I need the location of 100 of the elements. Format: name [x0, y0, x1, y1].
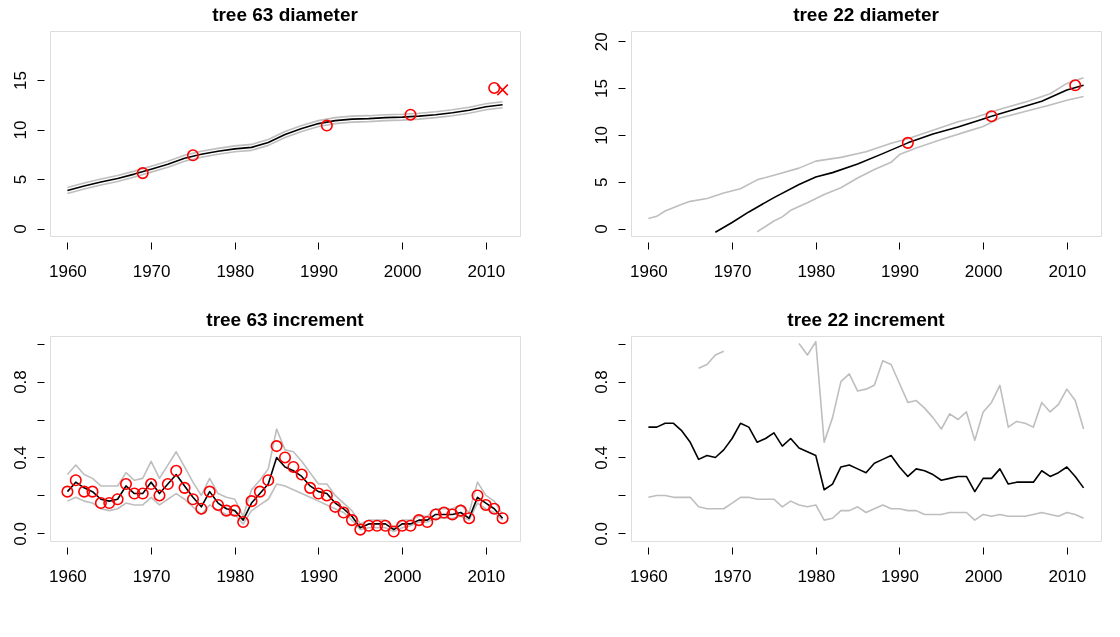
point	[412, 514, 425, 527]
chart-title: tree 63 diameter	[212, 4, 359, 25]
point	[496, 512, 509, 525]
point	[212, 498, 225, 511]
y-tick-label: 0.4	[591, 446, 611, 470]
point	[128, 487, 141, 500]
x-tick-label: 2010	[467, 261, 506, 281]
y-tick-label: 15	[10, 71, 30, 90]
y-tick-label: 5	[591, 177, 611, 187]
x-tick-label: 1990	[300, 261, 338, 281]
point	[371, 519, 384, 532]
y-tick-label: 20	[591, 32, 611, 52]
y-tick-label: 0.8	[591, 370, 611, 394]
point	[446, 508, 459, 521]
y-tick-label: 5	[10, 174, 30, 185]
point	[278, 451, 292, 464]
point	[985, 110, 998, 123]
point	[111, 493, 124, 506]
y-tick-label: 0.4	[10, 446, 30, 470]
point	[161, 478, 174, 491]
point	[463, 512, 476, 525]
point	[136, 487, 149, 500]
line-series	[756, 95, 1085, 233]
point	[454, 504, 467, 517]
point	[253, 485, 266, 498]
x-tick-label: 2010	[467, 566, 506, 586]
line-series	[647, 422, 1085, 493]
point	[203, 485, 216, 498]
line-series	[647, 494, 1085, 521]
chart-title: tree 63 increment	[206, 309, 365, 330]
point	[488, 81, 501, 94]
line-series	[66, 428, 504, 529]
y-tick-label: 15	[591, 79, 611, 99]
x-tick-label: 1960	[629, 261, 668, 281]
x-tick-label: 1960	[629, 566, 668, 586]
x-tick-label: 2000	[383, 566, 422, 586]
x-tick-label: 1980	[216, 566, 255, 586]
point	[901, 136, 914, 149]
point	[479, 498, 492, 511]
point	[220, 504, 233, 517]
point	[304, 481, 317, 494]
point	[287, 460, 300, 474]
point	[437, 506, 451, 519]
point	[387, 525, 400, 538]
point	[379, 519, 392, 532]
point	[245, 495, 258, 508]
point	[170, 464, 183, 477]
point	[262, 474, 275, 487]
point	[136, 167, 149, 180]
x-tick-label: 1970	[713, 566, 752, 586]
line-series	[66, 483, 504, 533]
x-tick-label: 1970	[713, 261, 752, 281]
point	[270, 440, 283, 453]
y-tick-label: 0.0	[591, 522, 611, 546]
y-tick-label: 0	[10, 224, 30, 234]
point	[320, 489, 333, 502]
point	[1069, 79, 1082, 92]
point	[337, 506, 350, 519]
x-tick-label: 1990	[881, 261, 919, 281]
point	[329, 500, 342, 513]
point	[496, 83, 509, 96]
point	[488, 502, 501, 515]
point	[404, 108, 417, 121]
x-tick-label: 1980	[797, 566, 836, 586]
point	[178, 481, 191, 494]
line-series	[647, 77, 1085, 220]
point	[345, 514, 358, 527]
line-series	[714, 84, 1085, 234]
point	[237, 515, 250, 529]
point	[103, 497, 116, 510]
point	[312, 487, 325, 500]
x-tick-label: 1990	[300, 566, 338, 586]
point	[404, 519, 417, 532]
x-tick-label: 1980	[216, 261, 255, 281]
point	[145, 478, 158, 491]
x-tick-label: 2010	[1048, 261, 1087, 281]
point	[295, 468, 308, 481]
x-tick-label: 1970	[132, 566, 171, 586]
point	[186, 493, 199, 506]
point	[86, 485, 99, 498]
chart-title: tree 22 increment	[787, 309, 946, 330]
chart-title: tree 22 diameter	[793, 4, 940, 25]
point	[78, 485, 91, 498]
point	[228, 504, 241, 517]
x-tick-label: 1990	[881, 566, 919, 586]
x-tick-label: 1980	[797, 261, 836, 281]
y-tick-label: 10	[591, 125, 611, 145]
line-series	[66, 456, 504, 531]
point	[94, 497, 107, 510]
x-tick-label: 1970	[132, 261, 171, 281]
point	[153, 489, 166, 502]
x-tick-label: 1960	[48, 566, 87, 586]
point	[119, 478, 133, 491]
point	[471, 489, 484, 502]
point	[362, 519, 375, 532]
x-tick-label: 2010	[1048, 566, 1087, 586]
point	[421, 515, 434, 529]
point	[195, 502, 208, 515]
x-tick-label: 1960	[48, 261, 87, 281]
x-tick-label: 2000	[964, 261, 1003, 281]
